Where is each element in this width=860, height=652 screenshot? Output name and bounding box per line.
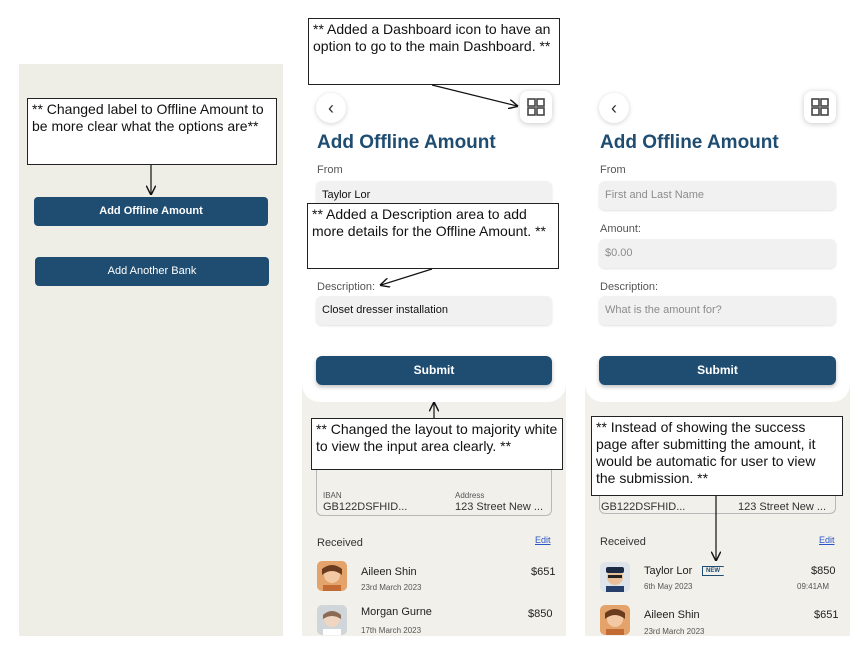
row-amount: $850 [528, 608, 553, 620]
submit-button[interactable]: Submit [599, 356, 836, 385]
layout-annotation: ** Changed the layout to majority white … [311, 418, 563, 470]
row-amount: $651 [531, 566, 556, 578]
row-name: Morgan Gurne [361, 606, 432, 618]
chevron-left-icon[interactable]: ‹ [316, 93, 346, 123]
from-label: From [600, 164, 626, 176]
row-time: 09:41AM [797, 582, 830, 591]
row-date: 6th May 2023 [644, 582, 693, 591]
received-heading: Received [317, 537, 363, 549]
bank-info-card [316, 468, 552, 516]
address-label: Address [455, 491, 485, 500]
row-date: 23rd March 2023 [644, 627, 705, 636]
dashboard-grid-icon[interactable] [520, 91, 552, 123]
dashboard-annotation: ** Added a Dashboard icon to have an opt… [308, 18, 560, 85]
avatar [600, 605, 630, 635]
description-label: Description: [317, 281, 376, 293]
submit-button[interactable]: Submit [316, 356, 552, 385]
description-field[interactable]: What is the amount for? [599, 296, 836, 325]
row-date: 17th March 2023 [361, 626, 422, 635]
add-offline-amount-button[interactable]: Add Offline Amount [34, 197, 268, 226]
row-name: Aileen Shin [644, 609, 700, 621]
dashboard-grid-icon[interactable] [804, 91, 836, 123]
iban-label: IBAN [323, 491, 342, 500]
page-title: Add Offline Amount [600, 132, 779, 153]
screen-2: ‹ Add Offline Amount From Taylor Lor Des… [302, 64, 566, 636]
description-label: Description: [600, 281, 659, 293]
page-title: Add Offline Amount [317, 132, 496, 153]
label-annotation: ** Changed label to Offline Amount to be… [27, 98, 277, 165]
add-another-bank-button[interactable]: Add Another Bank [35, 257, 269, 286]
screen-3: ‹ Add Offline Amount From First and Last… [585, 64, 850, 636]
row-name: Aileen Shin [361, 566, 417, 578]
edit-link[interactable]: Edit [819, 535, 835, 545]
edit-link[interactable]: Edit [535, 535, 551, 545]
iban-value: GB122DSFHID... [601, 501, 686, 513]
avatar [317, 605, 347, 635]
row-amount: $651 [814, 609, 839, 621]
description-annotation: ** Added a Description area to add more … [307, 203, 559, 269]
address-value: 123 Street New ... [738, 501, 827, 513]
description-field[interactable]: Closet dresser installation [316, 296, 552, 325]
row-date: 23rd March 2023 [361, 583, 422, 592]
amount-label: Amount: [600, 223, 641, 235]
from-label: From [317, 164, 343, 176]
received-heading: Received [600, 536, 646, 548]
avatar [317, 561, 347, 591]
from-field[interactable]: First and Last Name [599, 181, 836, 210]
row-name: Taylor Lor [644, 565, 693, 577]
iban-value: GB122DSFHID... [323, 501, 408, 513]
success-annotation: ** Instead of showing the success page a… [591, 416, 843, 496]
amount-field[interactable]: $0.00 [599, 239, 836, 268]
row-amount: $850 [811, 565, 836, 577]
avatar [600, 562, 630, 592]
chevron-left-icon[interactable]: ‹ [599, 93, 629, 123]
form-card: ‹ Add Offline Amount From First and Last… [585, 64, 850, 402]
new-badge: NEW [702, 566, 724, 576]
address-value: 123 Street New ... [455, 501, 544, 513]
